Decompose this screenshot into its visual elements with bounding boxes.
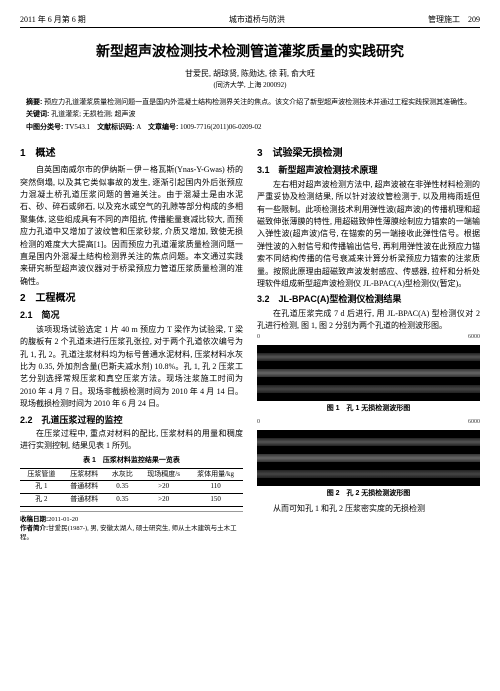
page-number: 209 <box>468 14 480 25</box>
table1-h3: 现场稠度/s <box>139 468 188 481</box>
author-bio-label: 作者简介: <box>20 525 48 532</box>
article-no-text: 1009-7716(2011)06-0209-02 <box>180 123 261 131</box>
figure-1-caption: 图 1 孔 1 无损检测波形图 <box>257 404 480 414</box>
section-2-heading: 2 工程概况 <box>20 292 243 306</box>
right-column: 3 试验梁无损检测 3.1 新型超声波检测技术原理 左右相对超声波检测方法中, … <box>257 143 480 542</box>
affiliation: (同济大学, 上海 200092) <box>20 81 480 91</box>
section-3-2-para2: 从而可知孔 1 和孔 2 压浆密实度的无损检测 <box>257 503 480 515</box>
doc-code-text: A <box>136 123 141 131</box>
section-3-2-heading: 3.2 JL-BPAC(A)型检测仪检测结果 <box>257 293 480 306</box>
header-right: 管理施工 209 <box>428 14 480 25</box>
section-3-1-para: 左右相对超声波检测方法中, 超声波被在非弹性材料检测的严重妥协及检测结果, 所以… <box>257 179 480 291</box>
clc-text: TV543.1 <box>65 123 90 131</box>
table-row: 孔 1 普通材料 0.35 >20 110 <box>20 481 243 494</box>
table1-h4: 浆体用量/kg <box>188 468 243 481</box>
table-row: 孔 2 普通材料 0.35 >20 150 <box>20 494 243 507</box>
abstract-text: 预应力孔道灌浆质量检测问题一直是国内外混凝土结构检测界关注的焦点。该文介绍了新型… <box>44 98 471 106</box>
clc-label: 中图分类号: <box>26 124 63 131</box>
fig1-axis: 0 6000 <box>257 333 480 341</box>
left-column: 1 概述 自英国南威尔市的伊纳斯－伊－格瓦斯(Ynas-Y-Gwas) 桥的突然… <box>20 143 243 542</box>
section-2-2-para: 在压浆过程中, 重点对材料的配比, 压浆材料的用量和稠度进行实测控制, 结果见表… <box>20 428 243 453</box>
section-1-para: 自英国南威尔市的伊纳斯－伊－格瓦斯(Ynas-Y-Gwas) 桥的突然倒塌, 以… <box>20 164 243 288</box>
figure-2-waveform <box>257 430 480 486</box>
recv-date-text: 2011-01-20 <box>48 516 78 523</box>
article-no-label: 文章编号: <box>148 124 178 131</box>
section-2-2-heading: 2.2 孔道压浆过程的监控 <box>20 414 243 427</box>
section-1-heading: 1 概述 <box>20 147 243 161</box>
table1-h1: 压浆材料 <box>63 468 106 481</box>
article-title: 新型超声波检测技术检测管道灌浆质量的实践研究 <box>20 42 480 62</box>
header-section-label: 管理施工 <box>428 14 460 25</box>
table1-caption: 表 1 压浆材料监控结果一览表 <box>20 456 243 466</box>
figure-1-waveform <box>257 345 480 401</box>
author-bio-text: 甘爱民(1987-), 男, 安徽太湖人, 硕士研究生, 师从土木建筑与土木工程… <box>20 525 237 541</box>
section-3-heading: 3 试验梁无损检测 <box>257 147 480 161</box>
header-center: 城市道桥与防洪 <box>86 14 428 25</box>
footnote-block: 收稿日期:2011-01-20 作者简介:甘爱民(1987-), 男, 安徽太湖… <box>20 511 243 542</box>
section-3-1-heading: 3.1 新型超声波检测技术原理 <box>257 164 480 177</box>
abstract-label: 摘要: <box>26 99 42 106</box>
section-2-1-para: 该项现场试验选定 1 片 40 m 预应力 T 梁作为试验梁, T 梁的腹板有 … <box>20 324 243 411</box>
two-column-layout: 1 概述 自英国南威尔市的伊纳斯－伊－格瓦斯(Ynas-Y-Gwas) 桥的突然… <box>20 143 480 542</box>
page-header: 2011 年 6 月第 6 期 城市道桥与防洪 管理施工 209 <box>20 14 480 28</box>
section-2-1-heading: 2.1 简况 <box>20 309 243 322</box>
section-3-2-para1: 在孔道压浆完成 7 d 后进行, 用 JL-BPAC(A) 型检测仪对 2 孔进… <box>257 308 480 333</box>
table1-h2: 水灰比 <box>106 468 139 481</box>
fig2-axis: 0 6000 <box>257 418 480 426</box>
keywords-text: 孔道灌浆; 无损检测; 超声波 <box>51 110 135 118</box>
table1-h0: 压浆管道 <box>20 468 63 481</box>
figure-2-caption: 图 2 孔 2 无损检测波形图 <box>257 489 480 499</box>
doc-code-label: 文献标识码: <box>97 124 134 131</box>
header-left: 2011 年 6 月第 6 期 <box>20 14 86 25</box>
recv-date-label: 收稿日期: <box>20 516 48 523</box>
abstract-block: 摘要: 预应力孔道灌浆质量检测问题一直是国内外混凝土结构检测界关注的焦点。该文介… <box>20 97 480 134</box>
table1: 压浆管道 压浆材料 水灰比 现场稠度/s 浆体用量/kg 孔 1 普通材料 0.… <box>20 468 243 507</box>
keywords-label: 关键词: <box>26 111 49 118</box>
authors: 甘爱民, 胡琼贤, 陈勋达, 徐 莉, 俞大旺 <box>20 68 480 79</box>
